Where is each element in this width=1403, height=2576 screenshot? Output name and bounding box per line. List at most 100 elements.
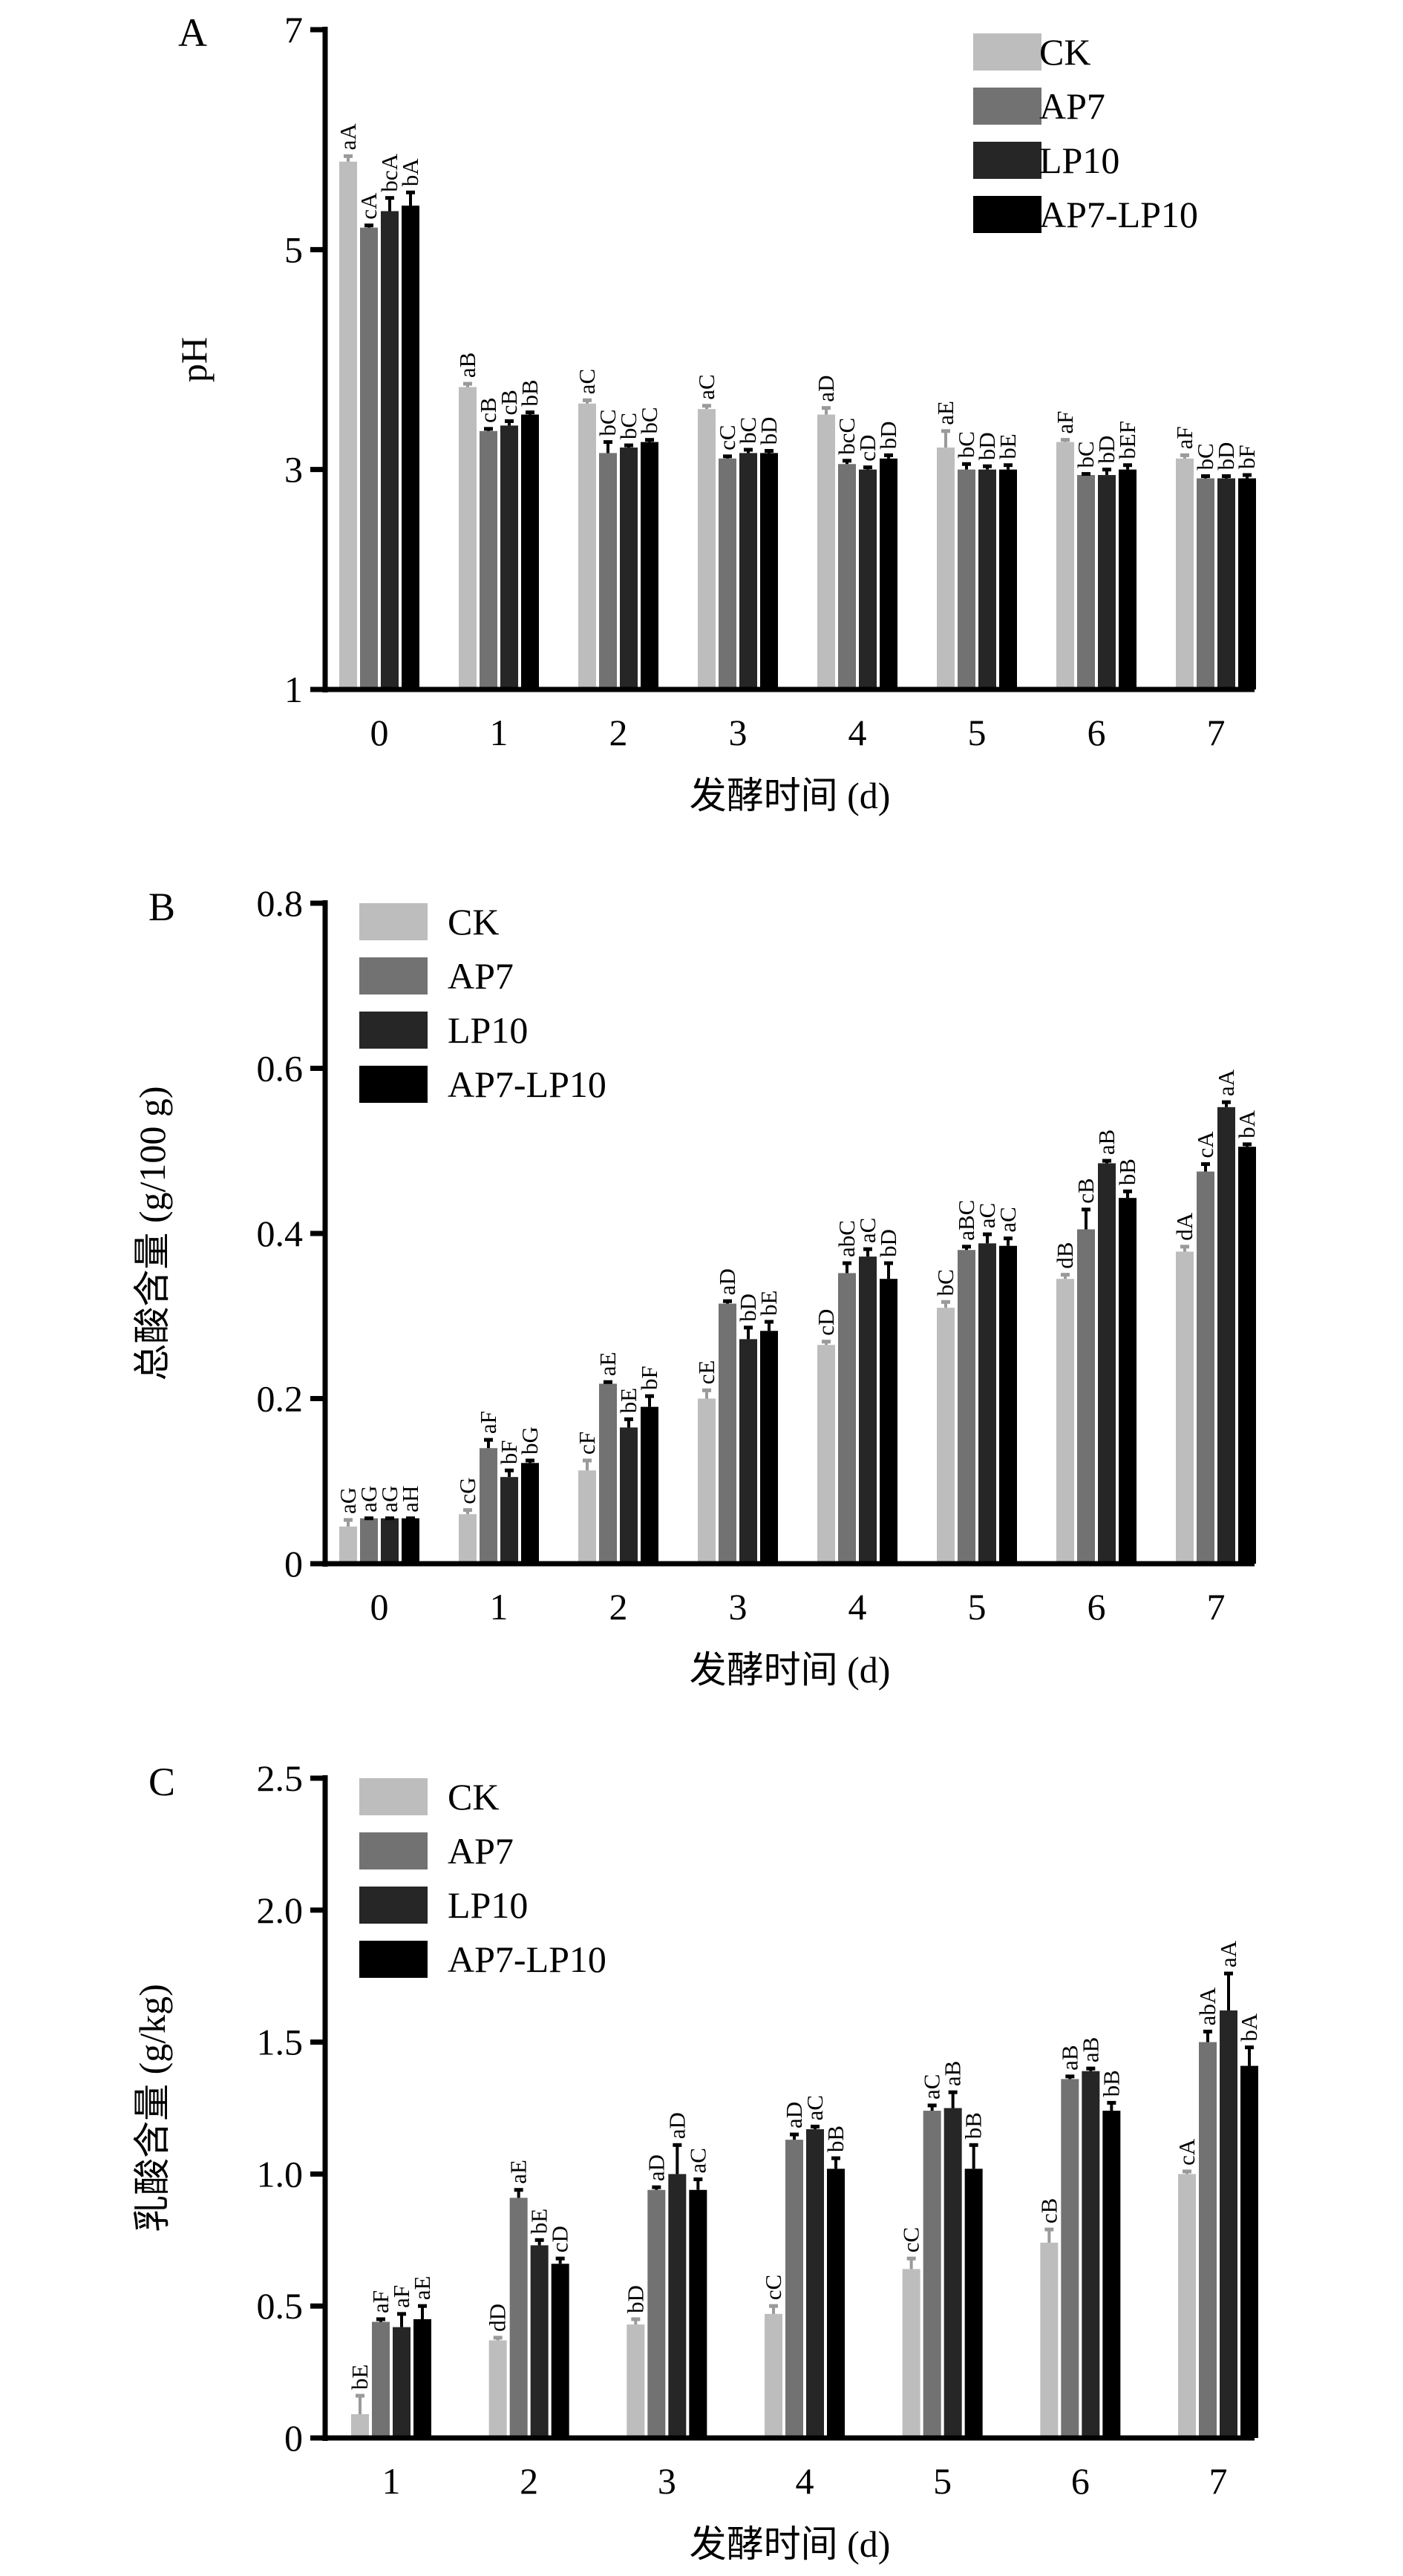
significance-label: aC — [974, 1203, 1000, 1228]
legend-label: AP7 — [1039, 85, 1105, 127]
significance-label: cC — [714, 425, 740, 450]
bar-LP10-3 — [739, 1339, 757, 1564]
significance-label: aC — [574, 369, 600, 394]
significance-label: aE — [506, 2160, 532, 2184]
significance-label: bF — [636, 1366, 662, 1390]
bar-LP10-4 — [859, 469, 877, 689]
bar-AP7-LP10-6 — [1119, 1198, 1137, 1564]
x-axis-title: 发酵时间 (d) — [690, 2523, 891, 2565]
bar-LP10-0 — [381, 211, 399, 690]
bar-LP10-2 — [530, 2245, 549, 2438]
legend-label: CK — [1039, 31, 1090, 73]
bar-LP10-1 — [500, 1477, 518, 1564]
bar-AP7-4 — [785, 2140, 803, 2438]
bar-LP10-7 — [1220, 2010, 1237, 2438]
significance-label: bA — [1234, 1110, 1260, 1138]
significance-label: cB — [1036, 2198, 1062, 2223]
significance-label: cA — [1192, 1131, 1218, 1158]
bar-AP7-LP10-2 — [641, 1406, 658, 1564]
significance-label: aG — [335, 1487, 361, 1514]
bar-AP7-LP10-0 — [402, 206, 419, 690]
legend-label: LP10 — [1039, 140, 1119, 181]
significance-label: cE — [693, 1360, 719, 1385]
y-axis-title: pH — [173, 337, 215, 382]
x-tick-label: 6 — [1071, 2460, 1090, 2502]
bar-AP7-4 — [838, 1273, 856, 1564]
legend-swatch-AP7-LP10 — [359, 1941, 428, 1978]
x-axis-title: 发酵时间 (d) — [690, 1649, 891, 1691]
legend-swatch-AP7-LP10 — [359, 1066, 428, 1103]
legend-swatch-AP7 — [973, 88, 1041, 125]
bar-AP7-5 — [958, 1250, 975, 1564]
significance-label: aE — [932, 401, 958, 425]
bar-AP7-LP10-2 — [641, 442, 658, 689]
bar-CK-7 — [1178, 2174, 1196, 2438]
x-tick-label: 7 — [1209, 2460, 1228, 2502]
bar-AP7-LP10-4 — [827, 2169, 845, 2438]
bar-AP7-3 — [647, 2189, 666, 2438]
significance-label: aF — [1052, 411, 1078, 434]
significance-label: aE — [409, 2275, 435, 2300]
x-tick-label: 2 — [520, 2460, 538, 2502]
x-tick-label: 4 — [796, 2460, 814, 2502]
y-tick-label: 1 — [284, 669, 303, 710]
bar-AP7-LP10-1 — [521, 1463, 539, 1564]
significance-label: aB — [1056, 2045, 1082, 2070]
bar-AP7-LP10-3 — [760, 453, 778, 689]
bar-CK-7 — [1176, 458, 1194, 689]
y-axis-title: 乳酸含量 (g/kg) — [131, 1984, 173, 2232]
x-tick-label: 6 — [1088, 1586, 1106, 1628]
y-tick-label: 0 — [284, 1543, 303, 1584]
bar-AP7-5 — [958, 469, 975, 689]
bar-LP10-7 — [1217, 478, 1235, 689]
bar-CK-0 — [339, 1526, 357, 1564]
significance-label: aB — [454, 353, 480, 378]
significance-label: aC — [854, 1218, 880, 1243]
legend-swatch-AP7-LP10 — [973, 196, 1041, 233]
x-tick-label: 3 — [729, 712, 748, 753]
x-tick-label: 0 — [370, 1586, 389, 1628]
bar-LP10-1 — [393, 2327, 411, 2438]
bar-AP7-LP10-1 — [521, 414, 539, 689]
significance-label: bD — [735, 1294, 761, 1322]
x-tick-label: 7 — [1207, 1586, 1226, 1628]
bar-AP7-LP10-5 — [999, 469, 1017, 689]
legend-label: CK — [448, 901, 499, 943]
significance-label: dB — [1052, 1242, 1078, 1268]
bar-AP7-LP10-5 — [964, 2169, 983, 2438]
bar-AP7-7 — [1199, 2042, 1217, 2438]
significance-label: aC — [684, 2148, 710, 2173]
bar-CK-3 — [698, 409, 716, 689]
significance-label: aA — [335, 123, 361, 151]
panel-letter: A — [178, 10, 207, 55]
bar-AP7-7 — [1197, 1171, 1214, 1564]
significance-label: bF — [1234, 445, 1260, 469]
bar-CK-5 — [937, 1308, 955, 1564]
y-tick-label: 0.4 — [257, 1213, 304, 1254]
bar-CK-4 — [765, 2313, 782, 2438]
significance-label: aE — [595, 1352, 621, 1377]
bar-CK-6 — [1056, 442, 1074, 689]
significance-label: abC — [834, 1220, 860, 1257]
significance-label: bB — [961, 2112, 987, 2139]
x-tick-label: 1 — [490, 712, 508, 753]
significance-label: bC — [1192, 443, 1218, 470]
bar-CK-5 — [902, 2269, 920, 2438]
bar-AP7-1 — [480, 1448, 497, 1564]
significance-label: cD — [854, 435, 880, 462]
significance-label: aD — [643, 2154, 669, 2181]
significance-label: bF — [496, 1441, 522, 1465]
significance-label: bE — [756, 1291, 782, 1316]
panel-letter: B — [148, 885, 175, 929]
significance-label: aC — [802, 2095, 828, 2120]
significance-label: cC — [760, 2275, 786, 2300]
significance-label: bcC — [834, 418, 860, 455]
y-tick-label: 0.2 — [257, 1378, 304, 1420]
y-tick-label: 5 — [284, 229, 303, 270]
legend-swatch-CK — [359, 903, 428, 940]
significance-label: bD — [974, 432, 1000, 460]
bar-CK-7 — [1176, 1251, 1194, 1564]
significance-label: bcA — [376, 153, 402, 191]
